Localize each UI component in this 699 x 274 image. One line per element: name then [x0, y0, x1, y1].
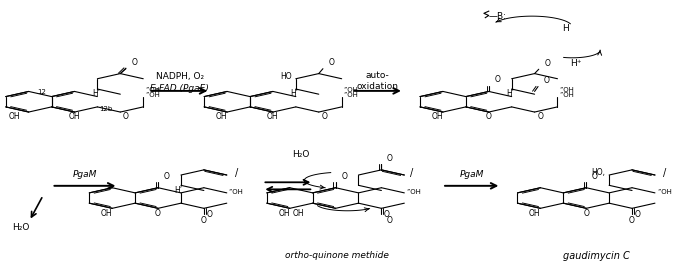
Text: 12b: 12b: [99, 106, 112, 112]
Text: ’’OH: ’’OH: [344, 92, 359, 98]
Text: H: H: [562, 24, 569, 33]
Text: PgaM: PgaM: [459, 170, 484, 179]
Text: O: O: [155, 209, 161, 218]
Text: —B:: —B:: [489, 12, 507, 21]
Text: O: O: [387, 154, 393, 163]
Text: O: O: [544, 76, 549, 85]
Text: O: O: [341, 172, 347, 181]
Text: O: O: [206, 210, 212, 219]
Text: ’’OH: ’’OH: [229, 189, 244, 195]
Text: H’: H’: [290, 89, 298, 98]
Text: O: O: [545, 59, 550, 68]
Text: H’: H’: [506, 89, 514, 98]
Text: O: O: [322, 112, 327, 121]
Text: O: O: [629, 216, 635, 226]
Text: /: /: [410, 168, 413, 178]
Text: O: O: [131, 58, 137, 67]
Text: H⁺: H⁺: [570, 59, 582, 68]
Text: O: O: [201, 216, 207, 226]
Text: ’’OH: ’’OH: [406, 189, 421, 195]
Text: H’: H’: [174, 186, 182, 195]
Text: OH: OH: [292, 209, 304, 218]
Text: oxidation: oxidation: [356, 81, 398, 90]
Text: O: O: [123, 112, 129, 121]
Text: O: O: [384, 210, 390, 219]
Text: /: /: [235, 168, 238, 178]
Text: ortho-quinone methide: ortho-quinone methide: [285, 251, 389, 260]
Text: H₂O: H₂O: [12, 223, 29, 232]
Text: O: O: [486, 112, 491, 121]
Text: gaudimycin C: gaudimycin C: [563, 251, 630, 261]
Text: ’’OH: ’’OH: [145, 92, 160, 98]
Text: OH: OH: [267, 112, 279, 121]
Text: O: O: [635, 210, 640, 219]
Text: ’’OH: ’’OH: [344, 87, 359, 93]
Text: O: O: [387, 216, 393, 226]
Text: O: O: [538, 112, 543, 121]
Text: auto-: auto-: [366, 72, 389, 81]
Text: OH: OH: [216, 112, 227, 121]
Text: ’’OH: ’’OH: [560, 87, 575, 93]
Text: OH: OH: [69, 112, 80, 121]
Text: O: O: [592, 172, 598, 181]
Text: H₂O: H₂O: [292, 150, 310, 159]
Text: OH: OH: [529, 209, 540, 218]
Text: PgaM: PgaM: [73, 170, 97, 179]
Text: O: O: [583, 209, 589, 218]
Text: E-FAD (PgaE): E-FAD (PgaE): [150, 84, 209, 93]
Text: O: O: [494, 75, 500, 84]
Text: HO: HO: [281, 72, 292, 81]
Text: 12: 12: [37, 89, 46, 95]
Text: /: /: [663, 168, 667, 178]
Text: ’’OH: ’’OH: [145, 87, 160, 93]
Text: ’’OH: ’’OH: [560, 92, 575, 98]
Text: O: O: [329, 58, 334, 67]
Text: OH: OH: [101, 209, 113, 218]
Text: O: O: [164, 172, 169, 181]
Text: H’: H’: [92, 89, 100, 98]
Text: OH: OH: [8, 112, 20, 121]
Text: OH: OH: [278, 209, 290, 218]
Text: OH: OH: [431, 112, 443, 121]
Text: HO,: HO,: [591, 168, 605, 177]
Text: NADPH, O₂: NADPH, O₂: [156, 72, 203, 81]
Text: ’’OH: ’’OH: [657, 189, 672, 195]
